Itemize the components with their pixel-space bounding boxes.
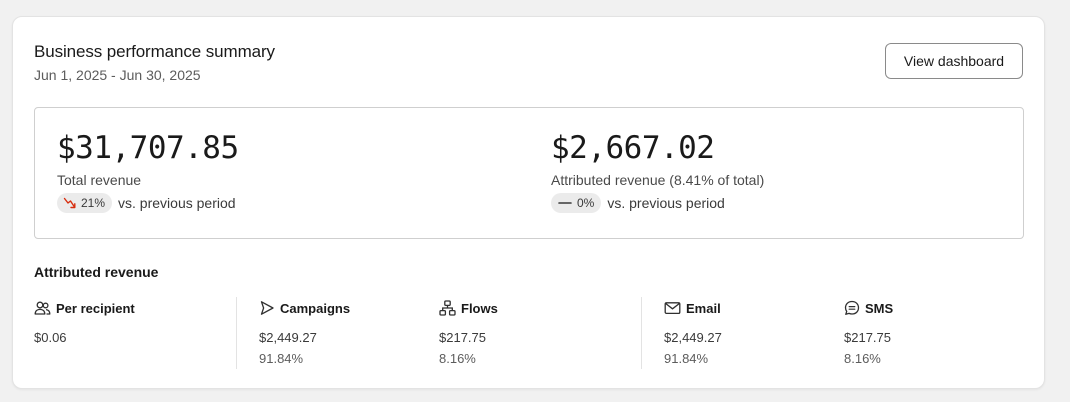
trend-down-icon [63, 197, 76, 209]
metric-email: Email $2,449.27 91.84% [664, 297, 722, 367]
metric-value: $2,449.27 [664, 330, 722, 345]
flow-icon [439, 300, 456, 316]
metric-percent: 91.84% [664, 351, 709, 366]
metric-per-recipient: Per recipient $0.06 [34, 297, 135, 346]
total-revenue-change: 21% vs. previous period [57, 193, 239, 213]
totals-panel: $31,707.85 Total revenue 21% vs. previou… [34, 107, 1024, 239]
total-revenue-label: Total revenue [57, 172, 142, 188]
metric-label: Per recipient [56, 300, 135, 316]
attributed-revenue-label: Attributed revenue (8.41% of total) [551, 172, 765, 188]
metric-label: Campaigns [280, 300, 351, 316]
send-icon [260, 301, 274, 315]
comparison-text: vs. previous period [118, 195, 236, 211]
attributed-metrics: Per recipient $0.06 Campaigns $2,449.27 … [34, 297, 1024, 369]
attributed-section-title: Attributed revenue [34, 264, 159, 280]
metric-value: $0.06 [34, 330, 67, 345]
card-title: Business performance summary [34, 42, 275, 61]
metric-flows: Flows $217.75 8.16% [439, 297, 498, 366]
metric-percent: 8.16% [844, 351, 881, 366]
metrics-divider [641, 297, 642, 369]
metric-label: Flows [461, 300, 498, 316]
change-badge: 0% [551, 193, 602, 213]
envelope-icon [664, 302, 681, 315]
attributed-revenue-block: $2,667.02 Attributed revenue (8.41% of t… [551, 130, 764, 213]
change-badge: 21% [57, 193, 113, 213]
view-dashboard-button[interactable]: View dashboard [885, 43, 1023, 79]
metric-value: $2,449.27 [259, 330, 317, 345]
metric-percent: 8.16% [439, 351, 476, 366]
dash-icon [558, 202, 572, 204]
metric-label: Email [686, 300, 721, 316]
attributed-revenue-change: 0% vs. previous period [551, 193, 764, 213]
metric-label: SMS [865, 300, 894, 316]
attributed-revenue-value: $2,667.02 [551, 130, 715, 166]
total-revenue-value: $31,707.85 [57, 130, 239, 166]
metric-value: $217.75 [844, 330, 891, 345]
comparison-text: vs. previous period [607, 195, 725, 211]
date-range: Jun 1, 2025 - Jun 30, 2025 [34, 67, 201, 83]
people-icon [34, 301, 51, 315]
metric-sms: SMS $217.75 8.16% [844, 297, 894, 367]
metrics-divider [236, 297, 237, 369]
metric-value: $217.75 [439, 330, 486, 345]
chat-bubble-icon [844, 300, 860, 315]
performance-summary-card: Business performance summary Jun 1, 2025… [12, 16, 1045, 389]
metric-campaigns: Campaigns $2,449.27 91.84% [259, 297, 351, 367]
change-percent: 0% [577, 196, 595, 210]
total-revenue-block: $31,707.85 Total revenue 21% vs. previou… [57, 130, 239, 213]
metric-percent: 91.84% [259, 351, 304, 366]
change-percent: 21% [81, 196, 106, 210]
